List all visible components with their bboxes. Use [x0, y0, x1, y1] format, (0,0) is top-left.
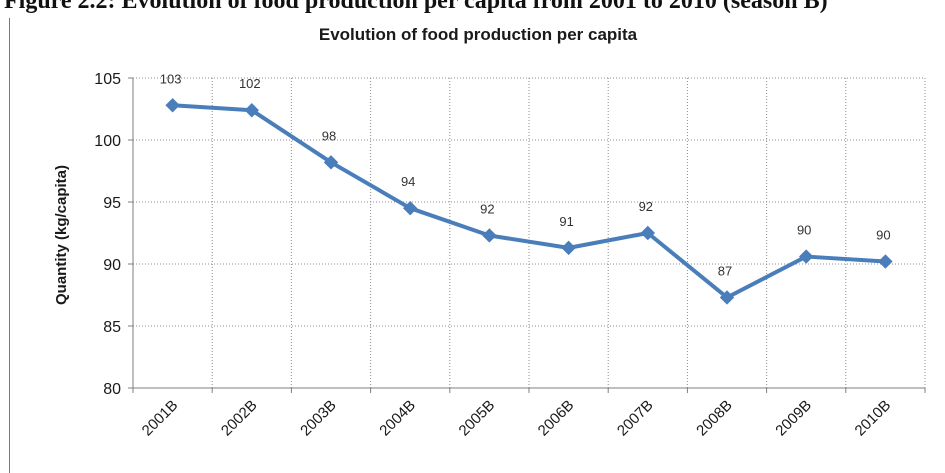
- x-tick-label: 2002B: [218, 397, 261, 440]
- axes: [128, 77, 926, 393]
- gridlines: [133, 77, 926, 388]
- x-tick-label: 2001B: [139, 397, 182, 440]
- data-label: 102: [239, 76, 261, 91]
- x-tick-label: 2003B: [297, 397, 340, 440]
- x-tick-label: 2007B: [614, 397, 657, 440]
- data-point-marker: [878, 254, 893, 269]
- y-tick-label: 90: [103, 257, 121, 274]
- x-tick-label: 2004B: [376, 397, 419, 440]
- data-label: 98: [322, 128, 336, 143]
- x-tick-label: 2008B: [693, 397, 736, 440]
- x-tick-label: 2005B: [456, 397, 499, 440]
- series-polyline: [172, 103, 886, 300]
- data-point-marker: [561, 240, 576, 256]
- y-tick-labels: 80 85 90 95 100 105: [94, 71, 121, 398]
- data-label: 94: [401, 174, 415, 189]
- data-point-marker: [798, 249, 814, 264]
- data-labels: 103 102 98 94 92 91 92 87 90 90: [160, 71, 891, 278]
- y-tick-label: 105: [94, 71, 121, 88]
- chart-title: Evolution of food production per capita: [319, 25, 638, 44]
- y-tick-label: 85: [103, 319, 121, 336]
- data-point-marker: [719, 290, 735, 305]
- x-tick-label: 2010B: [852, 397, 895, 440]
- data-label: 91: [559, 214, 573, 229]
- left-border-rule: [9, 18, 10, 473]
- data-point-marker: [323, 155, 339, 170]
- data-point-marker: [482, 228, 497, 243]
- data-point-marker: [244, 103, 260, 118]
- series-markers: [165, 98, 893, 305]
- x-tick-labels: 2001B 2002B 2003B 2004B 2005B 2006B 2007B 2008B…: [139, 397, 894, 440]
- data-label: 90: [876, 228, 890, 243]
- data-point-marker: [402, 200, 418, 216]
- data-point-marker: [640, 225, 656, 241]
- y-axis-title: Quantity (kg/capita): [53, 165, 70, 305]
- y-tick-label: 80: [103, 381, 121, 398]
- data-label: 92: [639, 199, 653, 214]
- y-tick-label: 100: [94, 133, 121, 150]
- data-label: 87: [718, 263, 732, 278]
- data-label: 90: [797, 223, 811, 238]
- series-line: [172, 103, 886, 300]
- data-label: 103: [160, 71, 182, 86]
- x-tick-label: 2006B: [535, 397, 578, 440]
- data-point-marker: [165, 98, 180, 113]
- x-tick-label: 2009B: [772, 397, 815, 440]
- y-tick-label: 95: [103, 195, 121, 212]
- figure-caption: Figure 2.2: Evolution of food production…: [4, 0, 828, 14]
- data-label: 92: [480, 201, 494, 216]
